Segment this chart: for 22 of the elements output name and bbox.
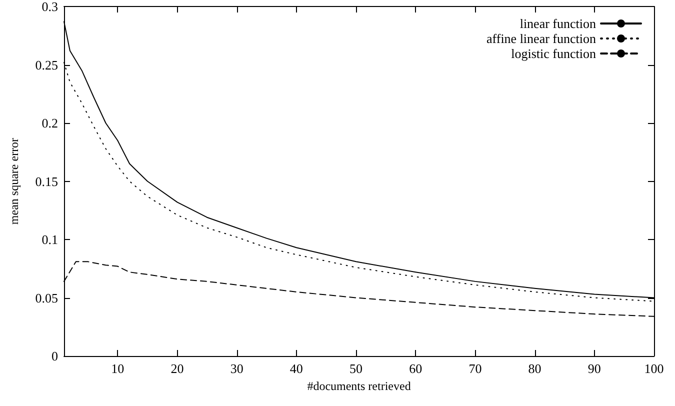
x-tick-label: 80 bbox=[528, 361, 542, 376]
y-tick-label: 0.25 bbox=[35, 57, 58, 72]
legend-label: logistic function bbox=[511, 46, 596, 61]
y-tick-label: 0.2 bbox=[42, 116, 58, 130]
y-tick-label: 0.15 bbox=[35, 174, 58, 189]
x-tick-label: 50 bbox=[350, 361, 363, 376]
y-tick-label: 0 bbox=[52, 348, 58, 364]
x-tick-label: 70 bbox=[468, 361, 482, 376]
legend-label: linear function bbox=[520, 16, 596, 31]
y-tick-label: 0.1 bbox=[42, 232, 58, 247]
x-tick-label: 20 bbox=[170, 361, 184, 376]
x-tick-label: 100 bbox=[644, 361, 664, 376]
x-tick-label: 10 bbox=[111, 361, 124, 376]
x-axis-title: #documents retrieved bbox=[307, 378, 411, 393]
y-tick-label: 0.05 bbox=[35, 290, 58, 306]
x-tick-label: 90 bbox=[588, 361, 601, 376]
y-axis-title: mean square error bbox=[7, 138, 21, 225]
x-tick-label: 60 bbox=[409, 361, 422, 376]
x-tick-label: 30 bbox=[230, 361, 244, 376]
y-tick-label: 0.3 bbox=[42, 0, 58, 14]
x-tick-label: 40 bbox=[290, 361, 303, 376]
legend-label: affine linear function bbox=[486, 31, 596, 46]
